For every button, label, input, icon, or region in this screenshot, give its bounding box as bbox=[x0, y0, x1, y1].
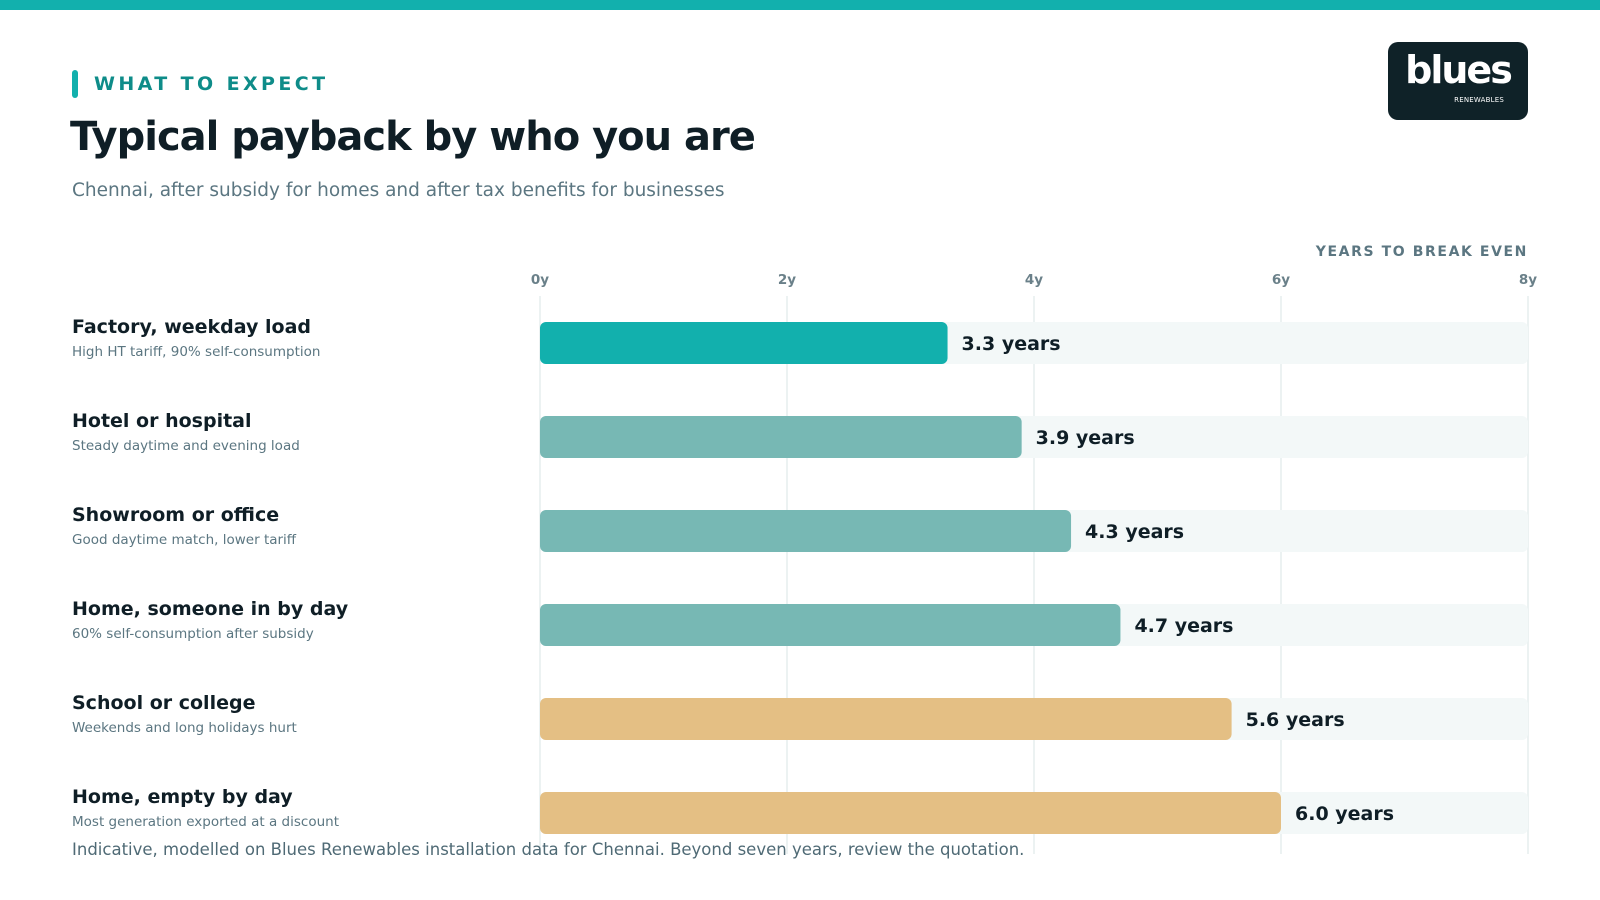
category-note: Most generation exported at a discount bbox=[72, 814, 339, 830]
tick-layer: 0y 2y 4y 6y 8y bbox=[531, 272, 1537, 288]
bar-value-label: 4.7 years bbox=[1134, 615, 1233, 637]
top-accent-bar bbox=[0, 0, 1600, 10]
grid-layer bbox=[539, 296, 1529, 854]
logo-wordmark: blues bbox=[1405, 48, 1513, 92]
category-note: 60% self-consumption after subsidy bbox=[72, 626, 314, 642]
bar-value-label: 6.0 years bbox=[1295, 803, 1394, 825]
category-note: Good daytime match, lower tariff bbox=[72, 532, 297, 548]
eyebrow-text: WHAT TO EXPECT bbox=[94, 73, 329, 95]
page-subtitle: Chennai, after subsidy for homes and aft… bbox=[72, 180, 725, 201]
x-tick-label: 4y bbox=[1025, 272, 1043, 288]
x-tick-label: 8y bbox=[1519, 272, 1537, 288]
category-label: School or college bbox=[72, 692, 256, 714]
bar-value-label: 5.6 years bbox=[1246, 709, 1345, 731]
bar bbox=[540, 322, 948, 364]
eyebrow: WHAT TO EXPECT bbox=[72, 70, 328, 98]
x-tick-label: 2y bbox=[778, 272, 796, 288]
row-label: Factory, weekday load High HT tariff, 90%… bbox=[72, 316, 320, 360]
row-label: Home, someone in by day 60% self-consumpt… bbox=[72, 598, 348, 642]
bar bbox=[540, 604, 1121, 646]
bar bbox=[540, 416, 1022, 458]
category-label: Hotel or hospital bbox=[72, 410, 252, 432]
category-label: Home, empty by day bbox=[72, 786, 293, 808]
category-label: Factory, weekday load bbox=[72, 316, 311, 338]
x-tick-label: 0y bbox=[531, 272, 549, 288]
bar bbox=[540, 698, 1232, 740]
bar-layer: 3.3 years 3.9 years 4.3 years 4.7 years 5.6 … bbox=[540, 322, 1528, 834]
row-label: Home, empty by day Most generation export… bbox=[72, 786, 339, 830]
logo-subtext: RENEWABLES bbox=[1454, 96, 1504, 104]
category-label: Showroom or office bbox=[72, 504, 280, 526]
row-label: Hotel or hospital Steady daytime and even… bbox=[72, 410, 300, 454]
category-note: High HT tariff, 90% self-consumption bbox=[72, 344, 321, 360]
bar-value-label: 4.3 years bbox=[1085, 521, 1184, 543]
x-axis-title: YEARS TO BREAK EVEN bbox=[1315, 244, 1528, 260]
eyebrow-marker bbox=[72, 70, 78, 98]
bar bbox=[540, 510, 1072, 552]
category-label: Home, someone in by day bbox=[72, 598, 349, 620]
bar bbox=[540, 792, 1281, 834]
bar-value-label: 3.9 years bbox=[1036, 427, 1135, 449]
category-note: Steady daytime and evening load bbox=[72, 438, 300, 454]
x-tick-label: 6y bbox=[1272, 272, 1290, 288]
row-label: Showroom or office Good daytime match, lo… bbox=[72, 504, 296, 548]
bar-value-label: 3.3 years bbox=[962, 333, 1061, 355]
brand-logo: blues RENEWABLES bbox=[1388, 42, 1528, 120]
category-note: Weekends and long holidays hurt bbox=[72, 720, 297, 736]
footnote: Indicative, modelled on Blues Renewables… bbox=[72, 840, 1025, 859]
page-title: Typical payback by who you are bbox=[70, 114, 756, 160]
row-label: School or college Weekends and long holid… bbox=[72, 692, 297, 736]
